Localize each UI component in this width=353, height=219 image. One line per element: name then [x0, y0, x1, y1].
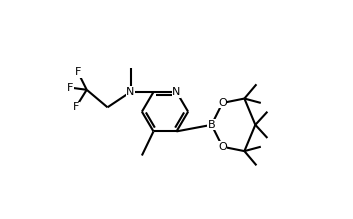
Text: F: F	[73, 102, 79, 112]
Text: O: O	[218, 142, 227, 152]
Text: F: F	[75, 67, 81, 77]
Text: N: N	[172, 87, 181, 97]
Text: N: N	[126, 87, 135, 97]
Text: F: F	[67, 83, 73, 93]
Text: O: O	[218, 98, 227, 108]
Text: B: B	[208, 120, 215, 130]
